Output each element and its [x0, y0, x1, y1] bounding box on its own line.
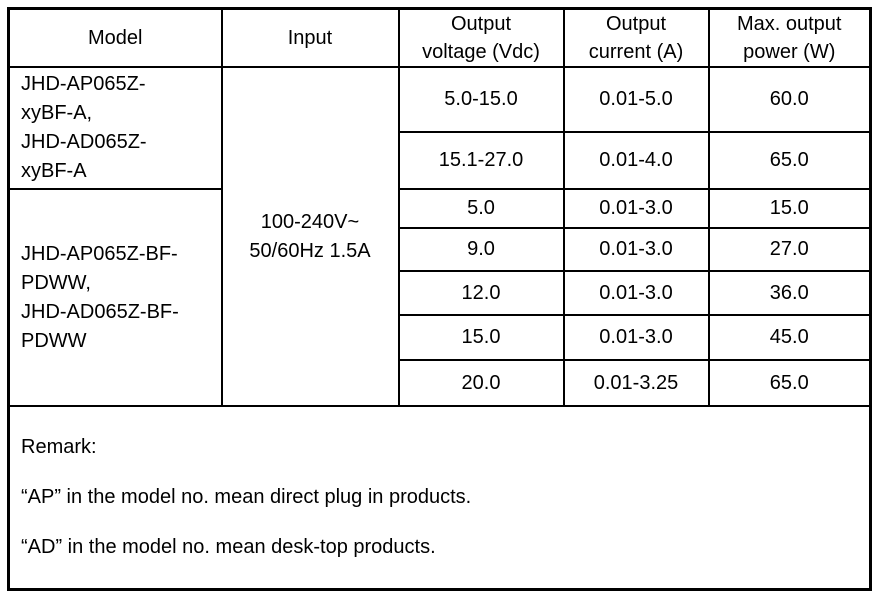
- cell-output-current: 0.01-3.25: [562, 359, 710, 407]
- cell-output-voltage: 20.0: [397, 359, 565, 407]
- cell-output-current: 0.01-3.0: [562, 227, 710, 272]
- header-row: Model Input Output voltage (Vdc) Output …: [7, 7, 872, 68]
- spec-row-3: JHD-AP065Z-BF- PDWW, JHD-AD065Z-BF- PDWW…: [7, 188, 872, 407]
- remark-line-ap: “AP” in the model no. mean direct plug i…: [21, 486, 472, 508]
- cell-max-power: 36.0: [707, 270, 872, 316]
- spec-row-2: 15.1-27.0 0.01-4.0 65.0: [9, 131, 872, 190]
- cell-output-voltage: 5.0: [397, 188, 565, 229]
- cell-output-current: 0.01-3.0: [562, 188, 710, 229]
- cell-output-voltage: 15.0: [397, 314, 565, 361]
- remark-title: Remark:: [21, 436, 97, 458]
- cell-max-power: 15.0: [707, 188, 872, 229]
- cell-output-voltage: 15.1-27.0: [397, 131, 565, 190]
- cell-output-current: 0.01-3.0: [562, 270, 710, 316]
- cell-model-group-2: JHD-AP065Z-BF- PDWW, JHD-AD065Z-BF- PDWW: [7, 188, 223, 407]
- spec-row-1: JHD-AP065Z- xyBF-A, JHD-AD065Z- xyBF-A 1…: [7, 65, 872, 407]
- cell-max-power: 65.0: [707, 359, 872, 407]
- cell-max-power: 60.0: [707, 65, 872, 134]
- spec-table: Model Input Output voltage (Vdc) Output …: [7, 7, 872, 591]
- col-header-output-voltage: Output voltage (Vdc): [397, 7, 565, 68]
- cell-output-current: 0.01-5.0: [562, 65, 710, 134]
- col-header-model: Model: [7, 7, 223, 68]
- cell-max-power: 45.0: [707, 314, 872, 361]
- remark-line-ad: “AD” in the model no. mean desk-top prod…: [21, 536, 436, 558]
- col-header-max-output-power: Max. output power (W): [707, 7, 872, 68]
- cell-output-voltage: 5.0-15.0: [397, 65, 565, 134]
- cell-max-power: 65.0: [707, 131, 872, 190]
- cell-input-rating: 100-240V~ 50/60Hz 1.5A: [220, 66, 400, 407]
- cell-output-voltage: 12.0: [397, 270, 565, 316]
- spec-row-5: 12.0 0.01-3.0 36.0: [9, 270, 872, 316]
- remark-section: Remark: “AP” in the model no. mean direc…: [7, 405, 872, 591]
- spec-row-4: 9.0 0.01-3.0 27.0: [9, 227, 872, 272]
- cell-output-current: 0.01-4.0: [562, 131, 710, 190]
- spec-row-7: 20.0 0.01-3.25 65.0: [9, 359, 872, 407]
- cell-max-power: 27.0: [707, 227, 872, 272]
- cell-model-group-1: JHD-AP065Z- xyBF-A, JHD-AD065Z- xyBF-A: [7, 66, 223, 190]
- cell-output-voltage: 9.0: [397, 227, 565, 272]
- remark-row: Remark: “AP” in the model no. mean direc…: [7, 405, 872, 591]
- col-header-input: Input: [220, 7, 400, 68]
- col-header-output-current: Output current (A): [562, 7, 710, 68]
- spec-row-6: 15.0 0.01-3.0 45.0: [9, 314, 872, 361]
- cell-output-current: 0.01-3.0: [562, 314, 710, 361]
